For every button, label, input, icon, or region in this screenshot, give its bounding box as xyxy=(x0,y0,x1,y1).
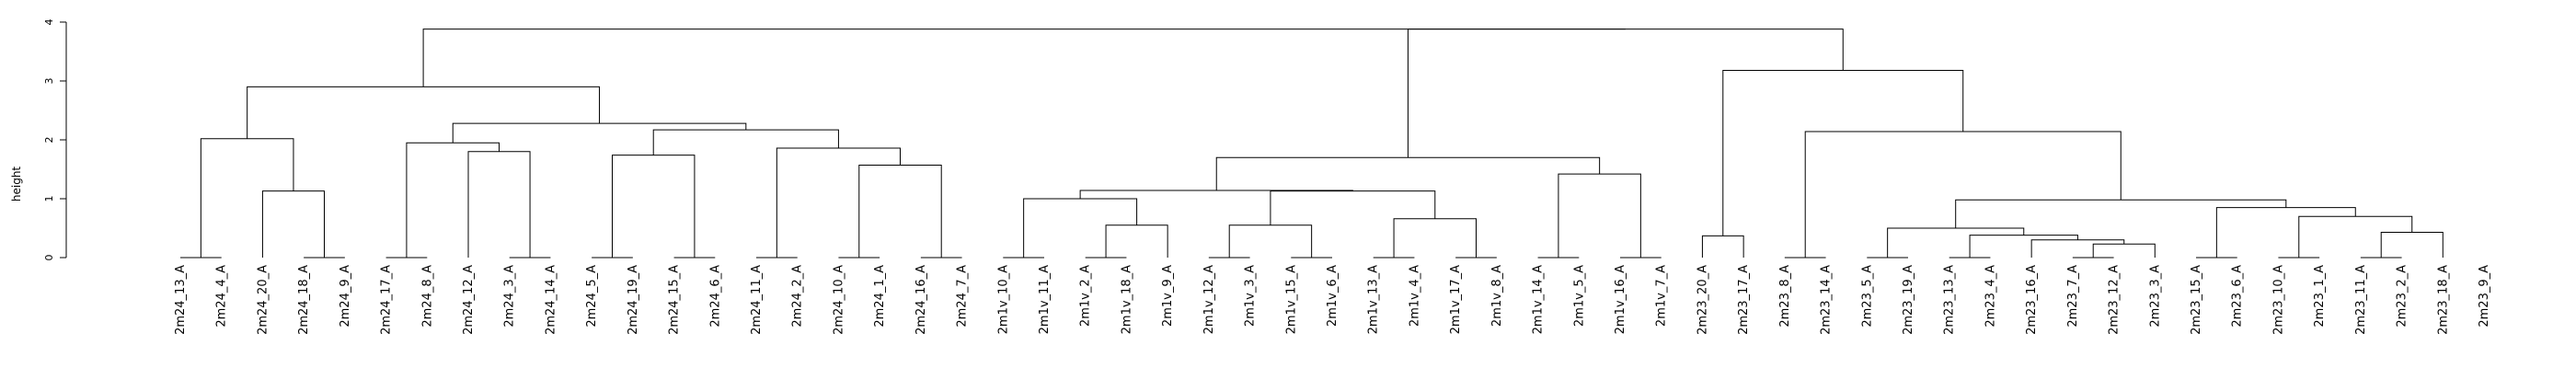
leaf-labels: 2m24_13_A 2m24_4_A 2m24_20_A 2m24_18_A 2m24_… xyxy=(174,265,2491,335)
leaf-label-7: 2m24_12_A xyxy=(462,265,476,335)
leaf-label-6: 2m24_8_A xyxy=(420,265,434,328)
leaf-label-13: 2m24_6_A xyxy=(708,265,722,328)
dendrogram-link-43 xyxy=(1887,227,2025,258)
dendrogram-link-33 xyxy=(1558,173,1641,258)
leaf-label-12: 2m24_15_A xyxy=(668,265,682,335)
dendrogram-link-6 xyxy=(467,151,531,258)
leaf-label-51: 2m23_10_A xyxy=(2271,265,2285,335)
dendrogram-link-7 xyxy=(406,142,500,258)
leaf-label-30: 2m1v_4_A xyxy=(1408,265,1421,327)
leaf-label-54: 2m23_2_A xyxy=(2396,265,2409,328)
leaf-label-37: 2m23_20_A xyxy=(1696,265,1709,335)
leaf-label-1: 2m24_4_A xyxy=(215,265,229,328)
leaf-label-46: 2m23_7_A xyxy=(2066,265,2080,328)
leaf-label-0: 2m24_13_A xyxy=(174,265,188,335)
leaf-label-32: 2m1v_8_A xyxy=(1490,265,1504,327)
leaf-label-49: 2m23_15_A xyxy=(2190,265,2203,335)
leaf-label-42: 2m23_19_A xyxy=(1902,265,1915,335)
leaf-label-16: 2m24_10_A xyxy=(832,265,845,335)
dendrogram-link-48 xyxy=(2298,215,2413,258)
dendrogram-link-22 xyxy=(1023,198,1138,258)
leaf-label-28: 2m1v_6_A xyxy=(1326,265,1340,327)
leaf-label-22: 2m1v_2_A xyxy=(1079,265,1093,327)
leaf-label-36: 2m1v_7_A xyxy=(1655,265,1669,327)
y-tick-label-1: 1 xyxy=(43,196,55,202)
dendrogram-link-47 xyxy=(2380,231,2444,258)
leaf-label-47: 2m23_12_A xyxy=(2108,265,2122,335)
leaf-label-50: 2m23_6_A xyxy=(2231,265,2245,328)
leaf-label-21: 2m1v_11_A xyxy=(1038,265,1052,334)
dendrogram-link-50 xyxy=(1955,199,2287,228)
leaf-label-25: 2m1v_12_A xyxy=(1202,265,1216,334)
dendrogram-link-10 xyxy=(612,155,696,258)
leaf-label-38: 2m23_17_A xyxy=(1737,265,1751,335)
leaf-label-41: 2m23_5_A xyxy=(1860,265,1874,328)
dendrogram-link-30 xyxy=(1079,190,1353,199)
leaf-label-17: 2m24_1_A xyxy=(873,265,887,328)
leaf-label-10: 2m24_5_A xyxy=(585,265,599,328)
leaf-label-8: 2m24_3_A xyxy=(503,265,517,328)
dendrogram-link-3 xyxy=(200,138,294,258)
dendrogram-link-25 xyxy=(1228,224,1313,258)
y-tick-label-2: 2 xyxy=(43,137,55,144)
dendrogram-link-42 xyxy=(1969,235,2078,258)
dendrogram-link-15 xyxy=(776,147,901,258)
leaf-label-52: 2m23_1_A xyxy=(2313,265,2327,328)
leaf-label-43: 2m23_13_A xyxy=(1943,265,1957,335)
leaf-label-20: 2m1v_10_A xyxy=(996,265,1010,334)
y-tick-label-3: 3 xyxy=(43,78,55,85)
leaf-label-5: 2m24_17_A xyxy=(380,265,394,335)
leaf-label-24: 2m1v_9_A xyxy=(1161,265,1175,327)
leaf-label-23: 2m1v_18_A xyxy=(1120,265,1133,334)
y-axis: 0 1 2 3 4 xyxy=(43,19,67,261)
leaf-label-2: 2m24_20_A xyxy=(256,265,270,335)
dendrogram-link-28 xyxy=(1393,218,1477,258)
leaf-label-34: 2m1v_5_A xyxy=(1572,265,1586,327)
leaf-label-48: 2m23_3_A xyxy=(2148,265,2162,328)
leaf-label-44: 2m23_4_A xyxy=(1984,265,1997,328)
leaf-label-35: 2m1v_16_A xyxy=(1614,265,1627,334)
dendrogram-link-52 xyxy=(1722,69,1964,236)
dendrogram-link-41 xyxy=(2030,239,2125,258)
leaf-label-56: 2m23_9_A xyxy=(2478,265,2491,328)
leaf-label-4: 2m24_9_A xyxy=(339,265,352,328)
leaf-label-27: 2m1v_15_A xyxy=(1284,265,1298,334)
leaf-label-53: 2m23_11_A xyxy=(2354,265,2368,335)
dendrogram-link-51 xyxy=(1804,131,2122,258)
dendrogram-link-18 xyxy=(247,86,601,139)
dendrogram-link-40 xyxy=(2092,243,2156,258)
dendrogram-link-53 xyxy=(1407,29,1844,158)
leaf-label-33: 2m1v_14_A xyxy=(1532,265,1546,334)
leaf-label-11: 2m24_19_A xyxy=(627,265,640,335)
leaf-label-15: 2m24_2_A xyxy=(791,265,805,328)
leaf-label-14: 2m24_11_A xyxy=(750,265,764,335)
leaf-label-55: 2m23_18_A xyxy=(2436,265,2450,335)
dendrogram-link-16 xyxy=(652,129,839,155)
dendrogram-link-17 xyxy=(452,122,747,144)
dendrogram-link-21 xyxy=(1105,224,1168,258)
leaf-label-45: 2m23_16_A xyxy=(2025,265,2039,335)
y-tick-label-0: 0 xyxy=(43,255,55,261)
dendrogram-link-34 xyxy=(1215,156,1601,191)
dendrogram-link-35 xyxy=(1701,235,1744,258)
leaf-label-18: 2m24_16_A xyxy=(914,265,928,335)
leaf-label-40: 2m23_14_A xyxy=(1820,265,1834,335)
dendrogram-link-14 xyxy=(858,165,942,258)
leaf-label-26: 2m1v_3_A xyxy=(1244,265,1258,327)
y-axis-label: height xyxy=(10,167,23,202)
leaf-label-9: 2m24_14_A xyxy=(544,265,558,335)
leaf-label-29: 2m1v_13_A xyxy=(1367,265,1381,334)
dendrogram-link-54 xyxy=(422,29,1626,87)
leaf-label-31: 2m1v_17_A xyxy=(1449,265,1463,334)
dendrogram-link-2 xyxy=(261,190,325,258)
leaf-label-3: 2m24_18_A xyxy=(297,265,311,335)
dendrogram-links xyxy=(180,29,2444,259)
y-tick-label-4: 4 xyxy=(43,19,55,26)
dendrogram-link-49 xyxy=(2215,207,2356,258)
leaf-label-19: 2m24_7_A xyxy=(956,265,970,328)
dendrogram-link-29 xyxy=(1270,190,1436,225)
leaf-label-39: 2m23_8_A xyxy=(1778,265,1792,328)
